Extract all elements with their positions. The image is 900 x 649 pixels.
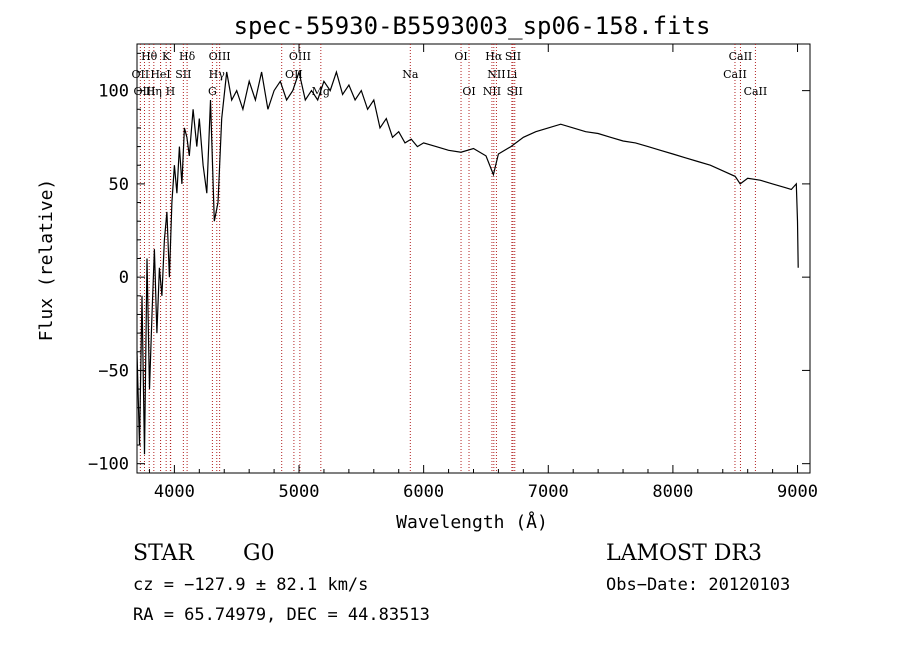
line-label: H	[166, 85, 176, 98]
coordinates: RA = 65.74979, DEC = 44.83513	[133, 605, 430, 625]
line-label: CaII	[729, 50, 753, 63]
y-tick-label: 100	[98, 82, 129, 102]
line-label: OIII	[209, 50, 231, 63]
line-label: CaII	[744, 85, 768, 98]
x-tick-label: 6000	[403, 482, 444, 502]
y-tick-label: 0	[119, 268, 129, 288]
chart-title: spec-55930-B5593003_sp06-158.fits	[234, 12, 711, 40]
y-axis-ticks: −100 −50 0 50 100	[88, 52, 810, 475]
line-label: CaII	[723, 68, 747, 81]
line-label: OI	[462, 85, 475, 98]
line-label: Hθ	[141, 50, 158, 63]
line-label: NII	[483, 85, 501, 98]
line-label: Hδ	[179, 50, 196, 63]
line-label: G	[208, 85, 217, 98]
y-tick-label: −100	[88, 455, 129, 475]
x-tick-label: 8000	[652, 482, 693, 502]
plot-frame	[136, 43, 811, 474]
line-label: Li	[506, 68, 517, 81]
line-label: SII	[505, 50, 521, 63]
line-label: SII	[507, 85, 523, 98]
x-axis-label: Wavelength (Å)	[396, 511, 548, 533]
line-label: OII	[285, 68, 303, 81]
line-label: HeI	[150, 68, 170, 81]
object-type: STAR	[133, 541, 195, 566]
line-label: OIII	[289, 50, 311, 63]
x-tick-label: 4000	[154, 482, 195, 502]
line-label: K	[162, 50, 171, 63]
x-tick-label: 5000	[279, 482, 320, 502]
object-subclass: G0	[243, 541, 275, 566]
spectral-line-markers	[139, 44, 756, 473]
flux-series-line	[136, 69, 799, 455]
x-axis-ticks: 4000 5000 6000 7000 8000 9000	[148, 44, 818, 502]
x-tick-label: 7000	[528, 482, 569, 502]
line-label: SII	[175, 68, 191, 81]
line-label: Hγ	[209, 68, 226, 81]
line-label: Hα	[485, 50, 503, 63]
y-axis-label: Flux (relative)	[36, 179, 57, 342]
line-label: Hη	[146, 85, 162, 98]
line-label: NII	[487, 68, 505, 81]
y-tick-label: 50	[109, 175, 129, 195]
line-label: OIII	[133, 85, 155, 98]
x-tick-label: 9000	[777, 482, 818, 502]
line-label: OI	[454, 50, 467, 63]
redshift-cz: cz = −127.9 ± 82.1 km/s	[133, 575, 368, 595]
y-tick-label: −50	[98, 361, 129, 381]
line-label: OII	[132, 68, 150, 81]
line-label: Na	[402, 68, 419, 81]
observation-date: Obs−Date: 20120103	[606, 575, 790, 595]
survey-name: LAMOST DR3	[606, 541, 762, 566]
